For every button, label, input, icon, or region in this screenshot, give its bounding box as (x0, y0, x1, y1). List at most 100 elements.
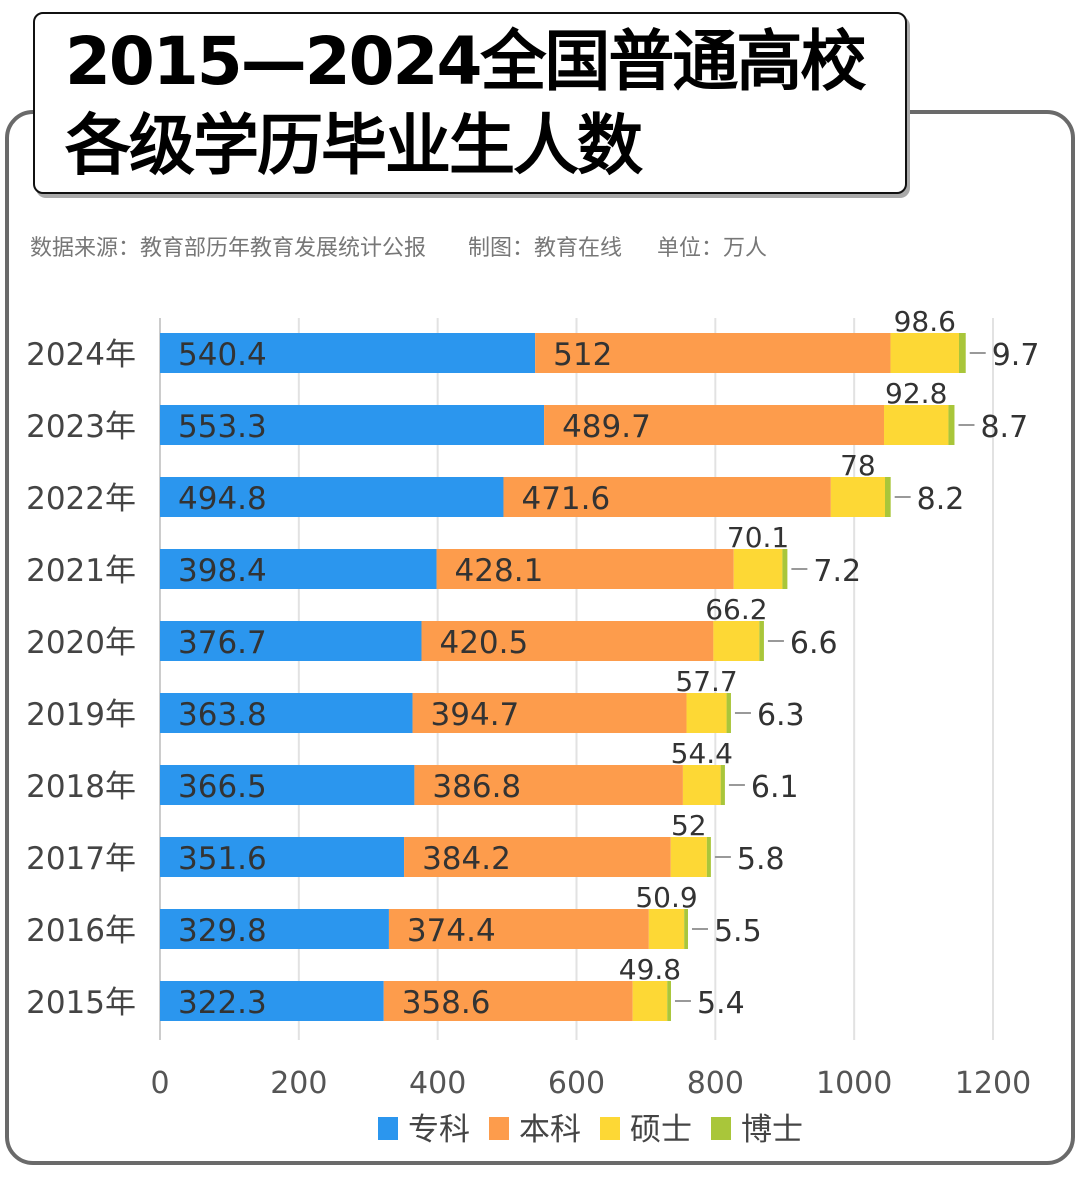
data-label: 8.2 (917, 482, 965, 517)
data-label: 376.7 (178, 625, 267, 661)
data-label: 8.7 (980, 410, 1028, 445)
bar-硕士 (713, 621, 760, 661)
x-tick-label: 1200 (955, 1066, 1031, 1101)
bar-硕士 (682, 765, 721, 805)
author-text: 制图：教育在线 (467, 236, 622, 261)
bar-本科 (383, 981, 633, 1021)
bar-硕士 (733, 549, 783, 589)
bar-博士 (958, 333, 966, 373)
bar-博士 (782, 549, 788, 589)
y-tick-label: 2019年 (26, 697, 136, 733)
title-box: 2015—2024全国普通高校 各级学历毕业生人数 (33, 12, 907, 194)
legend-label: 博士 (741, 1112, 803, 1148)
bar-专科 (160, 333, 536, 373)
data-label: 50.9 (635, 881, 697, 914)
legend-label: 硕士 (630, 1112, 692, 1148)
title-line-1: 2015—2024全国普通高校 (65, 23, 866, 100)
bar-本科 (421, 621, 714, 661)
y-tick-label: 2022年 (26, 481, 136, 517)
title-line-2: 各级学历毕业生人数 (65, 107, 643, 184)
legend-swatch (378, 1117, 398, 1140)
bar-专科 (160, 477, 504, 517)
legend-swatch (711, 1117, 731, 1140)
data-label: 553.3 (178, 409, 267, 445)
bar-本科 (414, 765, 683, 805)
legend-swatch (600, 1117, 620, 1140)
bar-本科 (503, 477, 831, 517)
legend-label: 本科 (519, 1112, 581, 1148)
data-label: 329.8 (178, 913, 267, 949)
data-label: 6.3 (757, 698, 805, 733)
unit-text: 单位：万人 (656, 236, 767, 261)
bar-博士 (759, 621, 764, 661)
x-tick-label: 200 (270, 1066, 327, 1101)
data-label: 398.4 (178, 553, 267, 589)
data-label: 5.4 (697, 986, 745, 1021)
data-label: 54.4 (671, 737, 733, 770)
data-label: 366.5 (178, 769, 267, 805)
data-label: 5.5 (714, 914, 762, 949)
bar-硕士 (648, 909, 685, 949)
legend-label: 专科 (408, 1112, 470, 1148)
legend-swatch (489, 1117, 509, 1140)
data-label: 6.6 (790, 626, 838, 661)
data-label: 358.6 (402, 985, 491, 1021)
bar-博士 (726, 693, 731, 733)
bar-本科 (544, 405, 885, 445)
y-tick-label: 2020年 (26, 625, 136, 661)
data-label: 428.1 (455, 553, 544, 589)
y-tick-label: 2017年 (26, 841, 136, 877)
bar-专科 (160, 909, 389, 949)
bar-硕士 (830, 477, 885, 517)
bar-博士 (667, 981, 671, 1021)
y-tick-label: 2016年 (26, 913, 136, 949)
data-label: 6.1 (751, 770, 799, 805)
y-tick-label: 2018年 (26, 769, 136, 805)
bar-硕士 (670, 837, 707, 877)
bar-本科 (535, 333, 891, 373)
bar-博士 (720, 765, 725, 805)
bar-专科 (160, 693, 413, 733)
y-tick-label: 2023年 (26, 409, 136, 445)
bar-专科 (160, 405, 545, 445)
data-label: 322.3 (178, 985, 267, 1021)
data-label: 494.8 (178, 481, 267, 517)
data-label: 471.6 (521, 481, 610, 517)
bar-本科 (436, 549, 734, 589)
bar-本科 (388, 909, 649, 949)
bar-本科 (412, 693, 687, 733)
data-label: 512 (553, 337, 612, 373)
y-tick-label: 2021年 (26, 553, 136, 589)
bar-专科 (160, 765, 415, 805)
bar-硕士 (884, 405, 949, 445)
data-label: 57.7 (675, 665, 737, 698)
data-label: 363.8 (178, 697, 267, 733)
bar-博士 (948, 405, 955, 445)
bar-专科 (160, 549, 437, 589)
x-tick-label: 1000 (816, 1066, 892, 1101)
data-label: 7.2 (813, 554, 861, 589)
bar-硕士 (890, 333, 959, 373)
x-tick-label: 800 (687, 1066, 744, 1101)
bar-博士 (684, 909, 688, 949)
y-tick-label: 2024年 (26, 337, 136, 373)
bar-专科 (160, 981, 384, 1021)
data-label: 49.8 (619, 953, 681, 986)
data-label: 92.8 (885, 377, 947, 410)
bar-本科 (404, 837, 671, 877)
data-label: 540.4 (178, 337, 267, 373)
bar-硕士 (632, 981, 668, 1021)
x-tick-label: 600 (548, 1066, 605, 1101)
data-label: 394.7 (431, 697, 520, 733)
y-tick-label: 2015年 (26, 985, 136, 1021)
bar-博士 (884, 477, 891, 517)
data-label: 98.6 (894, 305, 956, 338)
data-label: 384.2 (422, 841, 511, 877)
data-label: 351.6 (178, 841, 267, 877)
data-label: 489.7 (562, 409, 651, 445)
x-tick-label: 400 (409, 1066, 466, 1101)
bar-博士 (706, 837, 711, 877)
data-label: 9.7 (992, 338, 1040, 373)
data-label: 70.1 (727, 521, 789, 554)
